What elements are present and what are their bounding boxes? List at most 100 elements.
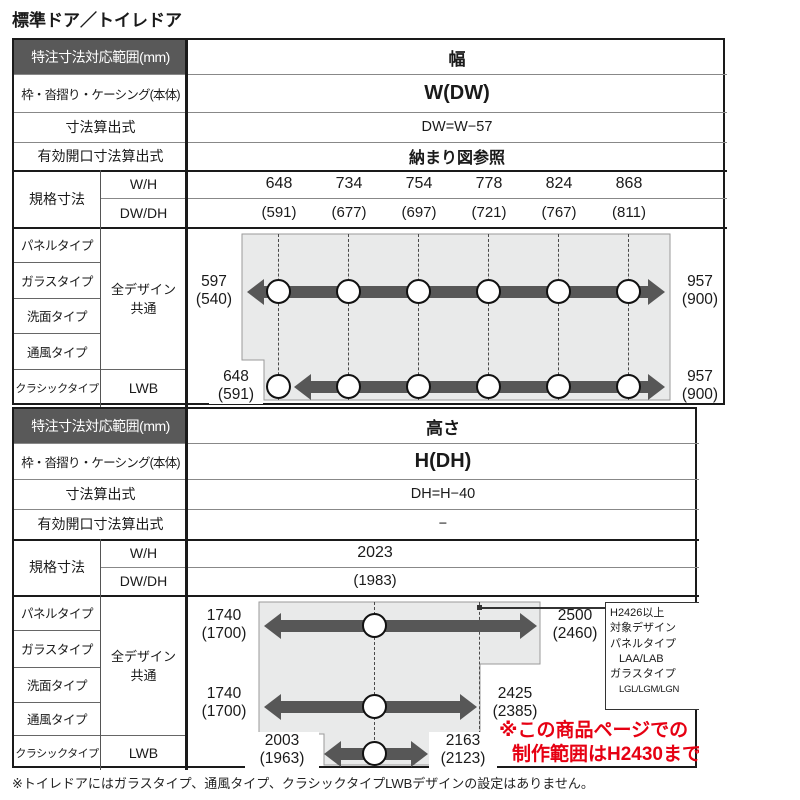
grid-line [100, 170, 101, 407]
spec-range-header: 特注寸法対応範囲(mm) [14, 40, 187, 74]
h2426-column-dash [479, 602, 480, 734]
size-column-dash-4 [488, 234, 489, 400]
height-size-row: 2023 [187, 539, 699, 567]
height-size-dh-row: (1983) [187, 567, 699, 595]
size-column-dash-6 [628, 234, 629, 400]
upper-range-arrow-bar [280, 620, 521, 632]
size-wh-6: 868 [615, 175, 643, 192]
grid-line [14, 509, 699, 510]
size-dw-6: (811) [612, 203, 646, 221]
lwb-range-arrowhead-right [648, 374, 665, 400]
lwb-range-min-label: 648 (591) [209, 368, 263, 404]
size-point-5 [546, 279, 571, 304]
height-formula-value: DH=H−40 [410, 486, 476, 502]
size-point-6 [616, 279, 641, 304]
type-classic-label: クラシックタイプ [15, 383, 99, 395]
wh-label: W/H [129, 176, 158, 192]
formula-row-label: 寸法算出式 [65, 119, 136, 135]
size-point-3 [406, 279, 431, 304]
lwb-size-point [362, 741, 387, 766]
lwb-range-min-label: 2003 (1963) [245, 732, 319, 768]
grid-line [14, 539, 699, 541]
size-wh-5: 824 [545, 175, 573, 192]
size-h: 2023 [357, 544, 393, 561]
size-wh-2: 734 [335, 175, 363, 192]
frame-row-label: 枠・沓摺り・ケーシング(本体) [21, 87, 180, 102]
opening-row-label: 有効開口寸法算出式 [37, 148, 164, 164]
dwdh-label: DW/DH [119, 204, 168, 221]
size-wh-4: 778 [475, 175, 503, 192]
callout-line2: 対象デザイン [610, 622, 676, 635]
all-design-line1: 全デザイン [110, 649, 176, 664]
height-frame-value: H(DH) [414, 449, 472, 472]
width-range-diagram: 597 (540) 957 (900) 648 (591) 957 (900 [187, 227, 727, 407]
lower-range-max-label: 2425 (2385) [492, 685, 538, 720]
size-column-dash-2 [348, 234, 349, 400]
standard-size-label: 規格寸法 [29, 559, 85, 575]
all-range-max-label: 957 (900) [681, 273, 719, 308]
lower-size-point [362, 694, 387, 719]
grid-line [100, 567, 699, 568]
width-sizes-dw-row: (591) (677) (697) (721) (767) (811) [187, 198, 727, 227]
formula-row-label: 寸法算出式 [65, 486, 136, 502]
lwb-size-point-3 [406, 374, 431, 399]
grid-line [14, 630, 100, 631]
type-ventilation-label: 通風タイプ [26, 713, 88, 727]
type-ventilation-label: 通風タイプ [26, 345, 88, 360]
all-design-cell: 全デザイン 共通 [100, 227, 187, 369]
grid-line [14, 142, 727, 143]
spec-range-header: 特注寸法対応範囲(mm) [14, 409, 187, 443]
type-glass-label: ガラスタイプ [21, 274, 93, 289]
height-spec-table: 特注寸法対応範囲(mm) 枠・沓摺り・ケーシング(本体) 寸法算出式 有効開口寸… [12, 407, 699, 770]
size-wh-3: 754 [405, 175, 433, 192]
grid-line [14, 262, 100, 263]
height-dimension-header: 高さ [426, 418, 460, 438]
width-dimension-header: 幅 [448, 49, 466, 69]
type-glass-label: ガラスタイプ [21, 643, 93, 657]
size-point-2 [336, 279, 361, 304]
callout-line4: LAA/LAB [619, 652, 664, 665]
grid-line [14, 333, 100, 334]
lwb-range-arrowhead-left [324, 741, 341, 767]
footnote: ※トイレドアにはガラスタイプ、通風タイプ、クラシックタイプLWBデザインの設定は… [12, 776, 594, 791]
size-point-1 [266, 279, 291, 304]
all-range-arrowhead-right [648, 279, 665, 305]
upper-range-arrowhead-left [264, 613, 281, 639]
page-title: 標準ドア／トイレドア [12, 11, 182, 30]
upper-range-max-label: 2500 (2460) [552, 607, 598, 642]
range-area-shape [241, 233, 671, 401]
standard-size-label: 規格寸法 [29, 190, 85, 207]
height-range-diagram: 1740 (1700) 2500 (2460) 1740 (1700) 2425… [187, 595, 699, 770]
grid-line [100, 198, 727, 199]
type-panel-label: パネルタイプ [20, 239, 94, 253]
size-dh: (1983) [353, 572, 397, 589]
width-opening-value: 納まり図参照 [408, 150, 505, 167]
size-dw-2: (677) [331, 203, 367, 221]
lwb-range-max-label: 2163 (2123) [429, 732, 497, 768]
grid-line [100, 539, 101, 770]
all-design-line2: 共通 [130, 301, 157, 316]
width-frame-value: W(DW) [424, 81, 490, 104]
type-washroom-label: 洗面タイプ [26, 679, 88, 693]
lwb-range-arrowhead-left [294, 374, 311, 400]
lwb-range-arrowhead-right [411, 741, 428, 767]
grid-line [14, 298, 100, 299]
grid-line [14, 227, 727, 229]
lower-range-min-label: 1740 (1700) [201, 685, 247, 720]
callout-line1: H2426以上 [610, 607, 665, 619]
size-wh-1: 648 [265, 175, 293, 192]
lwb-range-max-label: 957 (900) [681, 368, 719, 403]
callout-leader-line [479, 607, 605, 609]
all-range-min-label: 597 (540) [195, 273, 233, 308]
grid-line [14, 479, 699, 480]
size-column-dash-3 [418, 234, 419, 400]
callout-line3: パネルタイプ [610, 637, 676, 650]
grid-line [185, 40, 188, 407]
lwb-cell: LWB [128, 380, 159, 396]
lower-range-arrowhead-left [264, 694, 281, 720]
frame-row-label: 枠・沓摺り・ケーシング(本体) [21, 455, 180, 470]
size-dw-3: (697) [401, 203, 437, 221]
size-column-dash-1 [278, 234, 279, 400]
size-dw-5: (767) [541, 203, 577, 221]
